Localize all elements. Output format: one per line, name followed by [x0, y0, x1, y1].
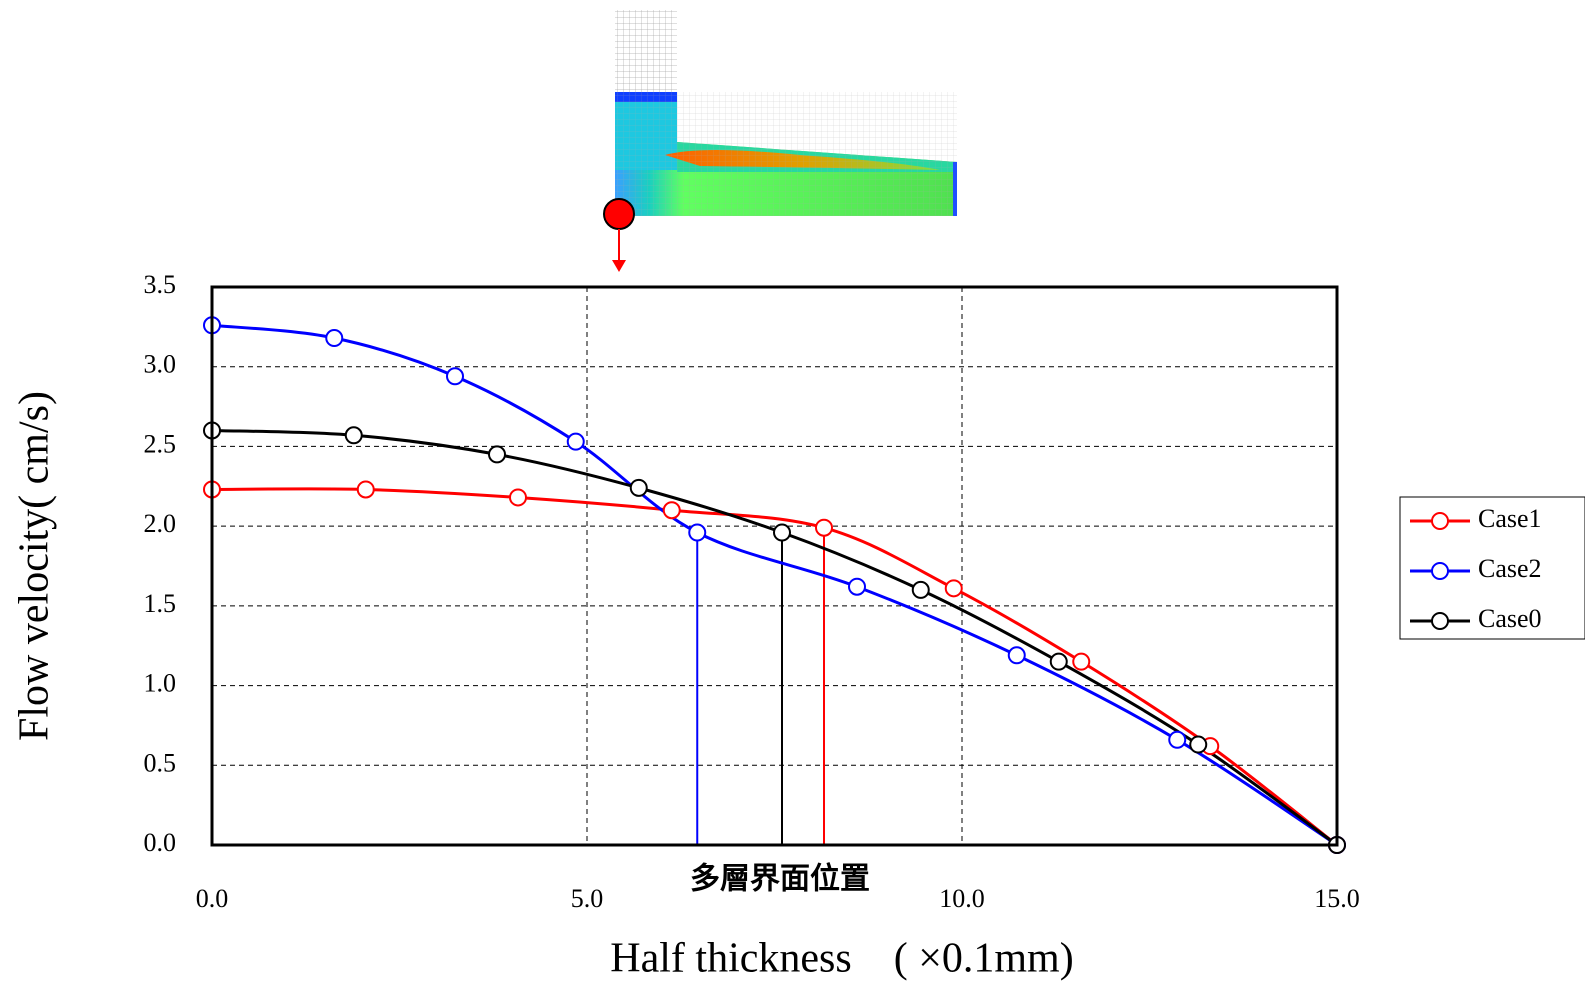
data-point [566, 432, 585, 451]
legend-label: Case1 [1478, 504, 1542, 533]
data-point [1189, 735, 1208, 754]
data-point [773, 523, 791, 542]
legend-marker [1431, 512, 1449, 530]
data-point [446, 367, 464, 386]
data-point [344, 426, 363, 445]
x-tick-label: 5.0 [571, 884, 604, 913]
series-line [211, 323, 1338, 847]
y-tick-label: 0.5 [144, 748, 177, 777]
x-tick-label: 0.0 [196, 884, 229, 913]
data-point [629, 478, 648, 497]
data-point [509, 488, 527, 507]
data-point [911, 580, 930, 599]
cfd-illustration [603, 10, 957, 272]
x-axis-title: Half thickness ( ×0.1mm) [610, 936, 1073, 982]
y-tick-label: 2.5 [144, 429, 177, 458]
x-tick-label: 10.0 [939, 884, 985, 913]
data-point [1168, 730, 1187, 749]
data-point [1072, 652, 1091, 671]
y-tick-label: 3.0 [144, 350, 177, 379]
series-line [211, 428, 1338, 847]
legend-marker [1431, 562, 1449, 580]
y-tick-label: 2.0 [144, 509, 177, 538]
series-line [211, 487, 1338, 847]
plot-frame [210, 285, 1339, 847]
data-point [815, 518, 833, 537]
data-point [1007, 646, 1026, 665]
y-tick-label: 1.0 [144, 669, 177, 698]
data-point [848, 577, 866, 596]
y-tick-label: 3.5 [144, 270, 177, 299]
data-point [325, 329, 344, 348]
y-tick-label: 1.5 [144, 589, 177, 618]
data-point [1049, 652, 1068, 671]
data-point [944, 579, 963, 598]
y-axis-title: Flow velocity( cm/s) [12, 391, 58, 741]
annotation: 多層界面位置 [690, 862, 870, 897]
legend-marker [1431, 612, 1449, 630]
data-point [662, 501, 681, 520]
legend-label: Case2 [1478, 554, 1542, 583]
x-tick-label: 15.0 [1314, 884, 1360, 913]
data-point [488, 445, 506, 464]
data-point [688, 523, 707, 542]
y-tick-label: 0.0 [144, 828, 177, 857]
legend-label: Case0 [1478, 604, 1542, 633]
data-point [356, 480, 375, 499]
